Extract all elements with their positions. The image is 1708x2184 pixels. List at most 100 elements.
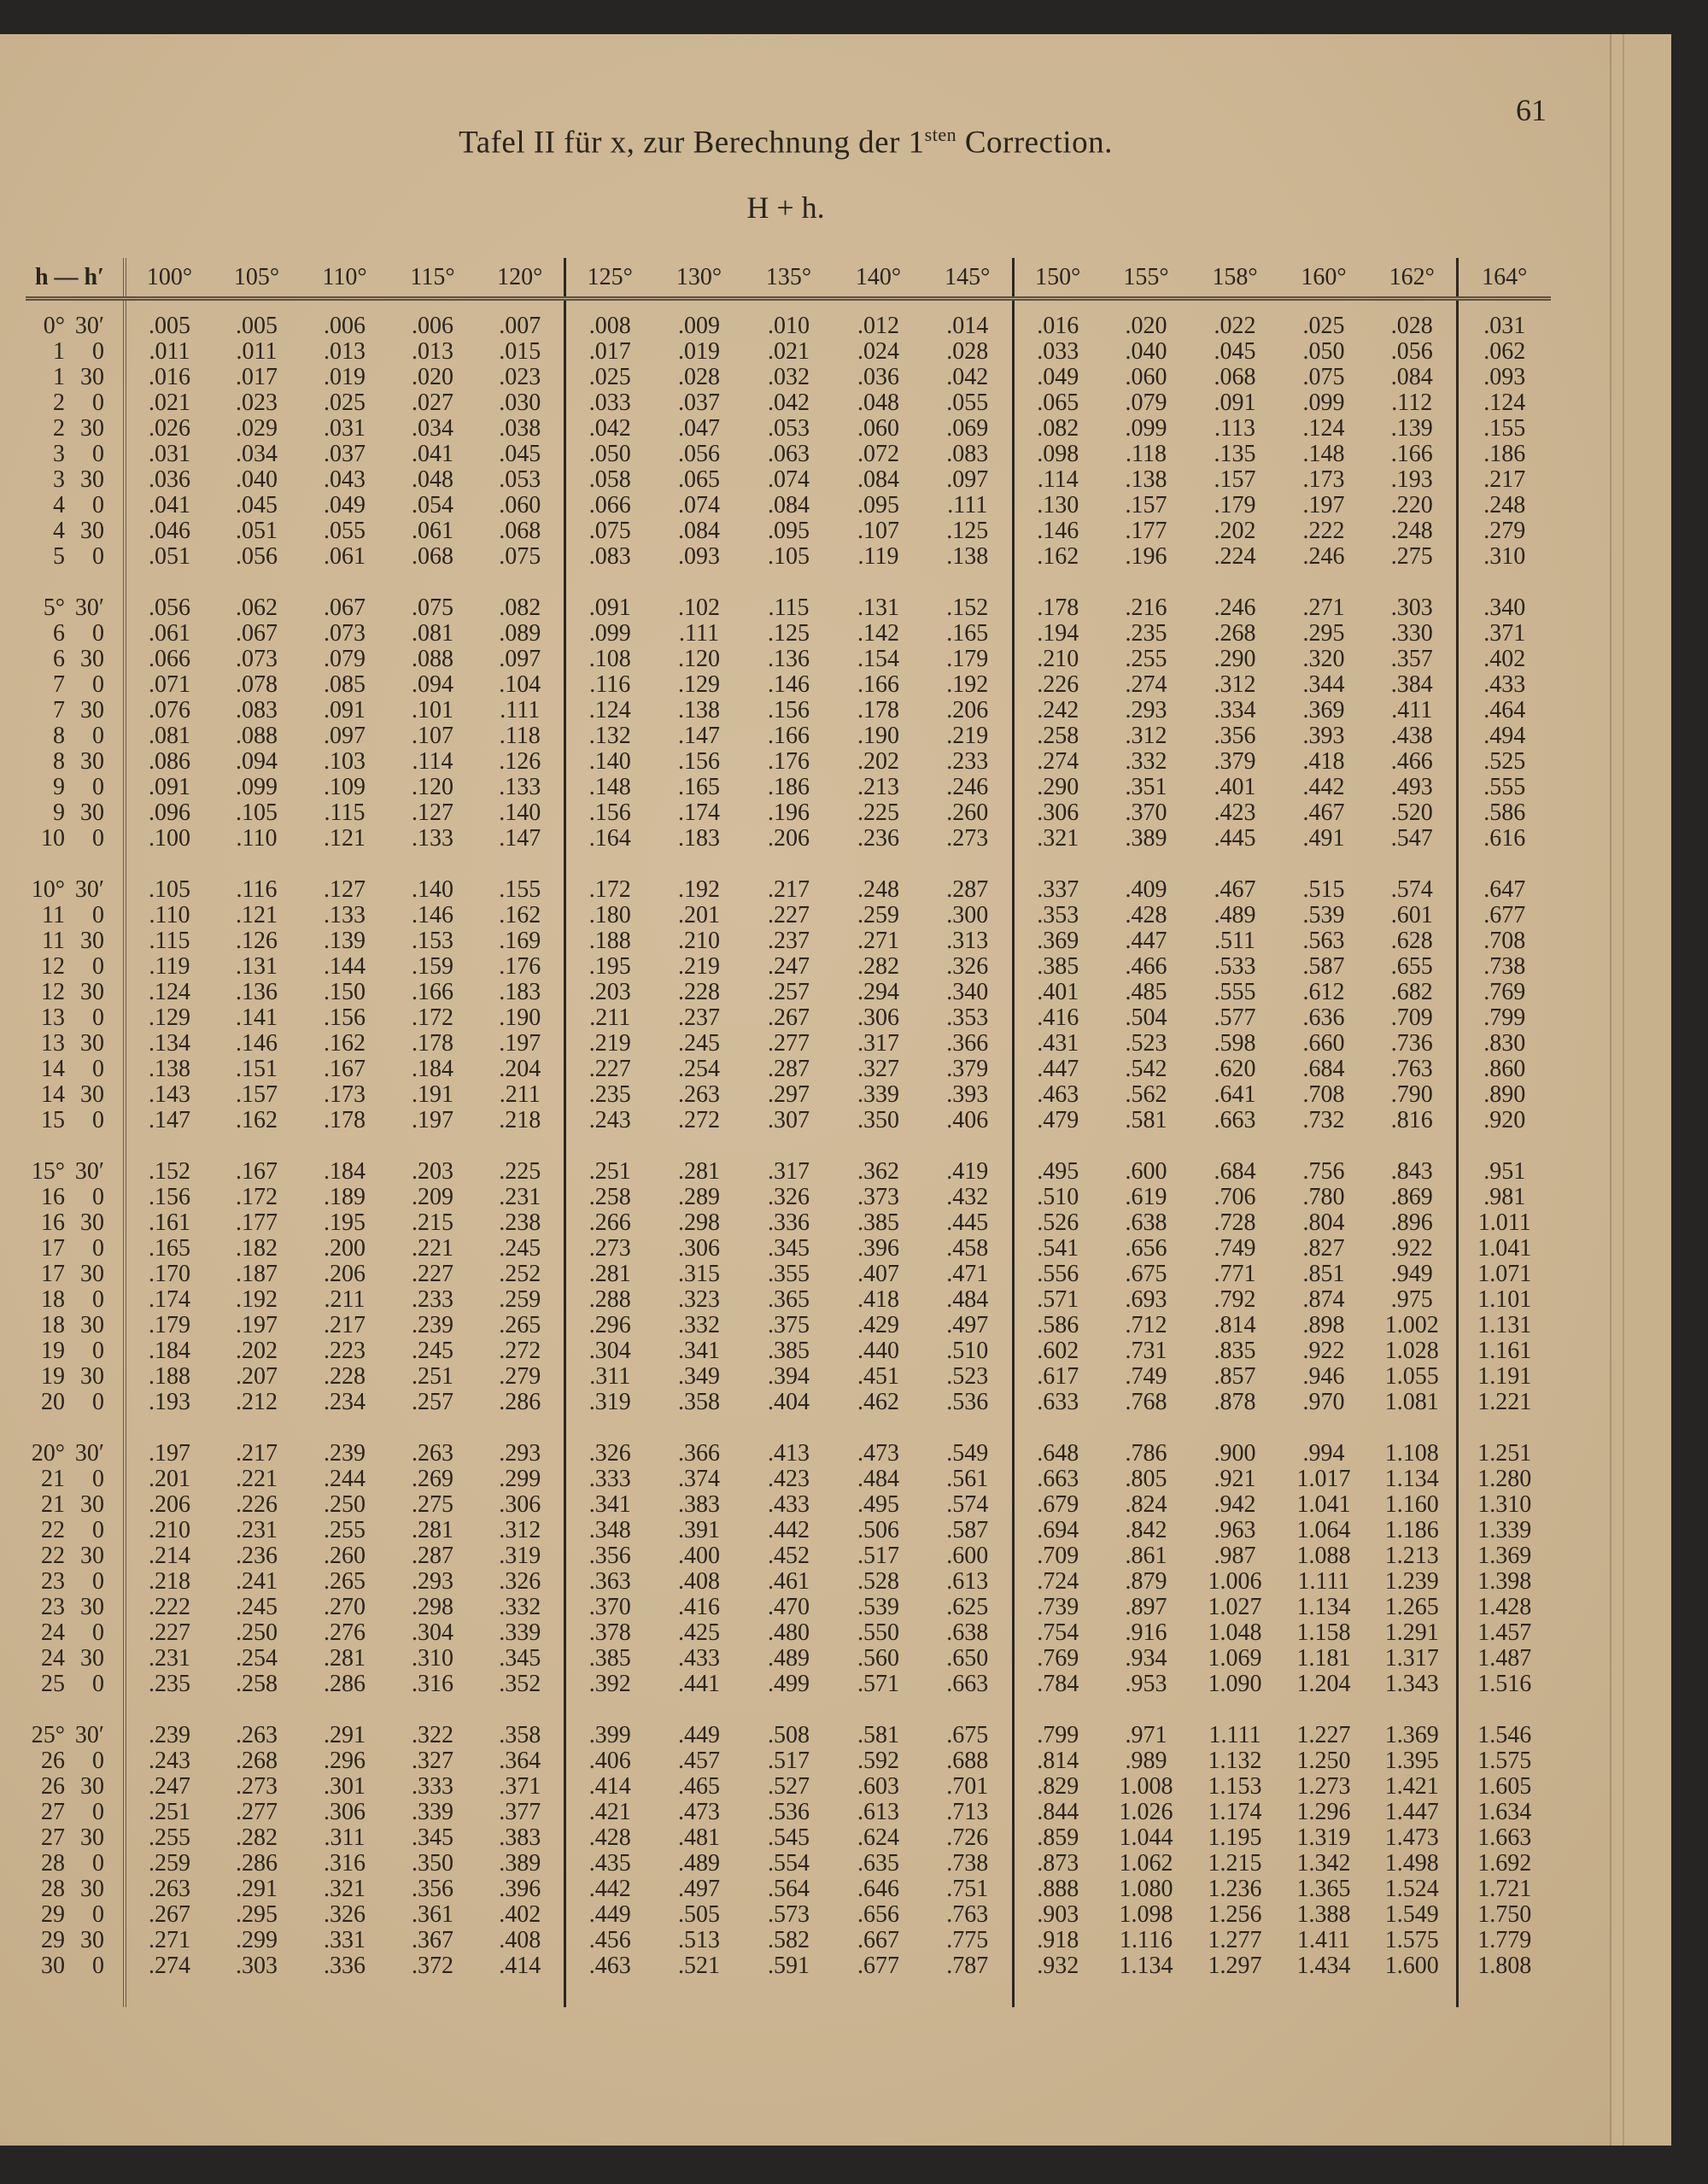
table-cell: .047 [678,415,720,442]
table-cell: .356 [412,1876,453,1902]
table-cell: .202 [236,1338,278,1364]
table-cell: .235 [588,1081,631,1108]
table-cell: .517 [857,1543,899,1569]
row-label-minutes: 0 [92,1799,104,1825]
table-cell: .404 [768,1389,810,1415]
row-label-degrees: 1 [53,338,65,365]
table-cell: .259 [477,1287,566,1313]
table-cell: .124 [1302,415,1345,442]
row-label-degrees: 23 [41,1568,65,1595]
table-cell: .351 [1125,774,1167,800]
table-cell: .250 [324,1491,366,1518]
row-label: 10° 30′ [26,877,126,903]
table-cell: 1.398 [1477,1568,1532,1595]
table-cell: .224 [1214,543,1256,570]
table-cell: .396 [477,1877,566,1902]
table-cell: 1.098 [1119,1901,1173,1928]
column-header: 120° [477,258,566,301]
table-cell: .221 [412,1235,453,1262]
row-label-degrees: 6 [53,646,65,672]
row-label: 28 30 [26,1877,126,1902]
table-cell: .286 [236,1850,278,1877]
table-cell: 1.026 [1119,1799,1173,1825]
table-cell: .287 [768,1056,810,1082]
table-cell: .619 [1125,1184,1167,1210]
table-cell: .197 [1302,492,1345,518]
table-cell: 1.069 [1208,1645,1262,1672]
table-cell: .245 [678,1030,720,1057]
column-header: 164° [1457,258,1551,301]
table-cell: .312 [477,1518,566,1543]
table-cell: .287 [923,877,1015,903]
table-cell: .407 [857,1261,899,1287]
table-cell: .391 [678,1517,720,1543]
table-cell: .037 [324,441,366,467]
table-cell: .241 [236,1568,278,1595]
column-header: 110° [301,258,389,301]
table-cell: .463 [588,1953,631,1979]
table-cell: .252 [477,1262,566,1287]
table-cell: .713 [923,1800,1015,1825]
table-cell: .271 [149,1927,190,1953]
row-label-degrees: 5° [43,594,65,621]
row-label: 18 0 [26,1287,126,1313]
row-label-minutes: 30 [80,1543,104,1569]
table-cell: .079 [1125,389,1167,416]
table-cell: .251 [588,1158,631,1185]
table-cell: .433 [1483,671,1526,698]
table-row: 19 30.188.207.228.251.279.311.349.394.451… [26,1364,1551,1390]
table-cell: .441 [678,1671,720,1697]
table-cell: .523 [923,1364,1015,1390]
table-cell: .102 [678,594,720,621]
table-cell: .013 [324,338,366,365]
table-cell: .505 [678,1901,720,1928]
row-label-degrees: 27 [41,1799,65,1825]
table-cell: .078 [236,671,278,698]
table-cell: .582 [768,1927,810,1953]
table-cell: .108 [588,646,631,672]
table-cell: .138 [149,1056,190,1082]
table-cell: .352 [477,1672,566,1697]
table-cell: .124 [149,979,190,1005]
table-cell: .511 [1214,928,1255,954]
table-row: 19 0 .184 .202 .223 .245 .272 .304 .341 .385 .440.… [26,1338,1551,1364]
table-cell: .245 [236,1594,278,1620]
table-cell: .197 [236,1312,278,1338]
table-cell: .023 [477,365,566,390]
column-header: 125° [564,258,654,301]
table-cell: .172 [236,1184,278,1210]
row-label-degrees: 26 [41,1748,65,1774]
table-row: 17 30.170.187.206.227.252.281.315.355.407… [26,1262,1551,1287]
table-cell: .166 [412,979,453,1005]
table-cell: .306 [678,1235,720,1262]
row-label-minutes: 30 [80,1363,104,1390]
table-cell: 1.191 [1477,1363,1532,1390]
table-cell: .227 [588,1056,631,1082]
table-cell: .859 [1037,1824,1079,1851]
row-label-degrees: 19 [41,1338,65,1364]
table-cell: .612 [1302,979,1345,1005]
row-label-degrees: 2 [53,415,65,442]
table-cell: .222 [149,1594,190,1620]
table-row: 18 0 .174 .192 .211 .233 .259 .288 .323 .365 .418.… [26,1287,1551,1313]
table-cell: .805 [1125,1466,1167,1492]
row-label: 24 0 [26,1620,126,1646]
table-cell: .066 [149,646,190,672]
table-cell: .270 [324,1594,366,1620]
table-cell: .237 [678,1004,720,1031]
table-cell: .571 [857,1671,899,1697]
table-cell: .091 [1214,389,1256,416]
row-label-minutes: 30 [80,518,104,544]
row-label-minutes: 0 [92,1901,104,1928]
table-cell: .508 [768,1722,810,1748]
table-cell: .125 [768,620,810,647]
table-cell: .489 [1214,902,1256,928]
table-cell: .830 [1483,1030,1526,1057]
table-cell: 1.158 [1296,1619,1351,1646]
table-cell: .231 [149,1645,190,1672]
row-label-degrees: 11 [42,928,65,954]
table-cell: .244 [324,1466,366,1492]
table-cell: .215 [412,1209,453,1236]
table-cell: .879 [1125,1568,1167,1595]
table-cell: 1.008 [1119,1773,1173,1800]
